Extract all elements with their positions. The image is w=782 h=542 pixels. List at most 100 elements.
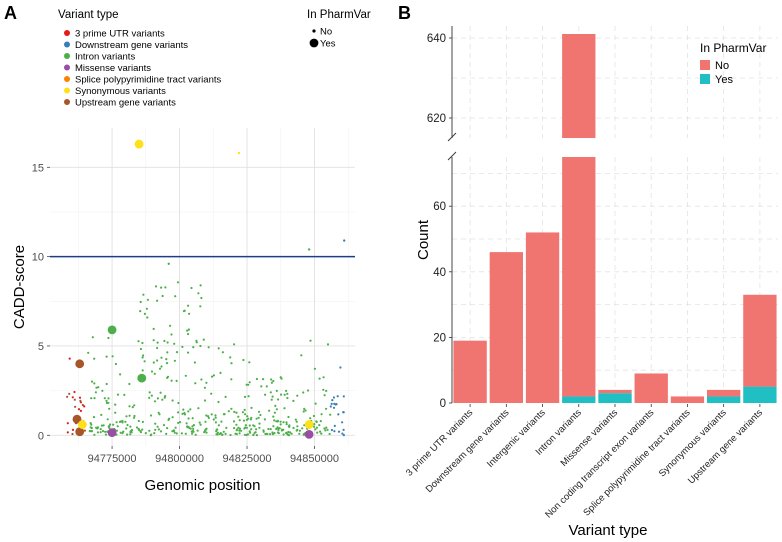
intron-point <box>187 351 190 354</box>
intron-point <box>199 284 202 287</box>
intron-point <box>210 392 213 395</box>
intron-point <box>320 432 323 435</box>
intron-point <box>240 429 243 432</box>
upstream-point <box>73 390 76 394</box>
intron-point <box>238 429 241 432</box>
intron-point <box>198 421 201 424</box>
x-tick-label: Synonymous variants <box>657 407 729 479</box>
intron-point <box>191 425 194 428</box>
intron-point <box>106 418 109 421</box>
intron-point <box>220 420 223 423</box>
intron-point <box>247 395 250 398</box>
intron-point <box>243 395 247 398</box>
intron-point <box>270 378 273 381</box>
intron-point <box>154 428 157 431</box>
intron-point <box>313 367 316 370</box>
intron-point <box>319 420 322 423</box>
intron-point <box>294 418 297 421</box>
intron-point <box>101 430 105 433</box>
intron-point <box>142 354 145 357</box>
intron-point <box>319 430 322 433</box>
intron-point <box>282 421 285 424</box>
intron-point <box>189 427 192 430</box>
intron-point <box>121 432 124 435</box>
intron-point <box>90 380 94 383</box>
intron-point <box>219 432 222 435</box>
intron-point <box>235 411 238 414</box>
intron-point <box>169 324 172 327</box>
intron-point <box>171 416 174 419</box>
notable-point <box>237 151 241 155</box>
intron-point <box>173 342 176 345</box>
intron-point <box>128 414 131 417</box>
legend-label: Splice polypyrimidine tract variants <box>75 75 222 86</box>
bar-no <box>453 340 487 403</box>
y-tick-label: 60 <box>433 201 446 213</box>
intron-point <box>187 425 190 428</box>
intron-point <box>235 429 238 432</box>
intron-point <box>315 426 318 429</box>
intron-point <box>181 412 184 415</box>
y-axis-label-b: Count <box>415 219 432 260</box>
intron-point <box>108 426 111 430</box>
intron-point <box>309 339 312 342</box>
intron-point <box>163 339 166 343</box>
intron-point <box>276 426 279 429</box>
intron-point <box>199 305 202 308</box>
intron-point <box>222 413 225 416</box>
legend-label-b: No <box>715 60 729 72</box>
intron-point <box>325 389 328 392</box>
intron-point <box>316 431 319 434</box>
intron-point <box>188 312 191 315</box>
intron-point <box>121 421 124 424</box>
intron-point <box>283 407 286 410</box>
intron-point <box>302 433 305 436</box>
intron-point <box>288 424 291 427</box>
intron-point <box>205 414 208 417</box>
intron-point <box>250 406 253 409</box>
y-tick-label: 0 <box>440 398 446 410</box>
intron-point <box>93 433 96 436</box>
intron-point <box>257 416 260 419</box>
intron-point <box>90 423 93 426</box>
x-tick-label: 94850000 <box>290 453 339 465</box>
intron-point <box>212 418 215 421</box>
intron-point <box>153 400 157 403</box>
intron-point <box>259 413 262 417</box>
intron-point <box>271 395 274 398</box>
intron-point <box>279 420 282 423</box>
intron-point <box>130 431 133 434</box>
downstream-point <box>341 432 344 435</box>
intron-point <box>99 428 102 431</box>
downstream-point <box>329 405 332 408</box>
downstream-point <box>333 430 336 433</box>
intron-point <box>283 393 286 396</box>
intron-point <box>328 432 331 436</box>
panel-label-a: A <box>4 3 17 23</box>
legend-swatch <box>64 99 70 105</box>
intron-point <box>160 286 163 289</box>
intron-point <box>156 341 159 344</box>
intron-point <box>271 431 274 434</box>
bar-yes <box>562 396 596 403</box>
intron-point <box>166 341 169 344</box>
upstream-point <box>71 432 74 436</box>
intron-point <box>123 393 126 396</box>
intron-point <box>186 329 189 332</box>
bar-no <box>743 294 777 387</box>
legend-label: Synonymous variants <box>75 86 166 97</box>
intron-point <box>318 424 321 427</box>
intron-point <box>197 407 200 410</box>
intron-point <box>105 382 108 386</box>
downstream-point <box>332 396 335 399</box>
intron-point <box>230 407 233 410</box>
intron-point <box>298 432 301 435</box>
intron-point <box>325 426 328 429</box>
intron-point <box>157 428 160 431</box>
intron-point <box>107 336 110 340</box>
intron-point <box>133 404 136 407</box>
intron-point <box>145 307 148 310</box>
legend-swatch <box>64 30 70 36</box>
pharmvar-point <box>134 139 144 149</box>
